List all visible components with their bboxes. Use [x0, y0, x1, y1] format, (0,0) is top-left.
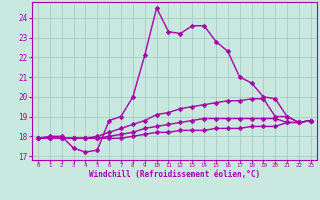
X-axis label: Windchill (Refroidissement éolien,°C): Windchill (Refroidissement éolien,°C): [89, 170, 260, 179]
